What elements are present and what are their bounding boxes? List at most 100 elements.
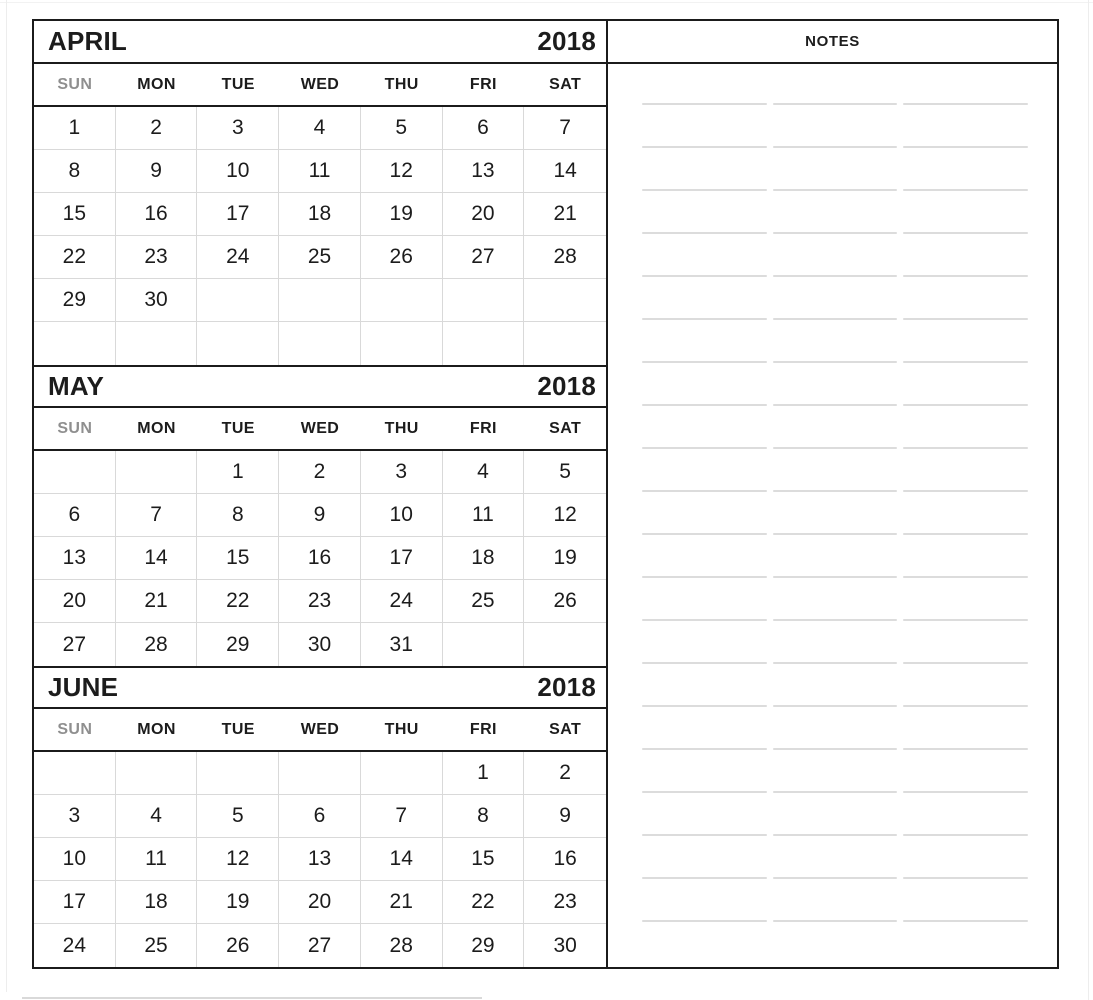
date-cell: 20 xyxy=(442,193,525,236)
notes-line-segment xyxy=(903,748,1029,750)
date-cell: 20 xyxy=(34,580,116,623)
notes-line-segment xyxy=(772,318,898,320)
date-cell: 16 xyxy=(115,193,198,236)
date-cell: 10 xyxy=(197,150,280,193)
weekday-label-tue: TUE xyxy=(221,75,255,93)
notes-line xyxy=(642,791,1029,793)
weekday-label-thu: THU xyxy=(384,75,419,93)
notes-line-segment xyxy=(642,404,767,406)
notes-line-segment xyxy=(642,490,767,492)
date-row: 6 7 8 9 10 11 12 xyxy=(34,494,606,537)
month-may: MAY 2018 SUN MON TUE WED THU FRI SAT 1 2 3 4 5 6 7 8 9 10 1… xyxy=(34,365,606,666)
notes-line-segment xyxy=(772,791,898,793)
notes-line xyxy=(642,705,1029,707)
date-cell: 16 xyxy=(524,838,606,881)
notes-line xyxy=(642,533,1029,535)
notes-line-segment xyxy=(903,318,1029,320)
empty-date-cell xyxy=(360,752,443,795)
notes-line-segment xyxy=(903,662,1029,664)
date-cell: 22 xyxy=(197,580,280,623)
notes-line-segment xyxy=(903,361,1029,363)
date-cell: 15 xyxy=(197,537,280,580)
date-cell: 13 xyxy=(442,150,525,193)
date-cell: 22 xyxy=(442,881,525,924)
notes-line-segment xyxy=(772,447,898,449)
date-row: 20 21 22 23 24 25 26 xyxy=(34,580,606,623)
date-cell: 1 xyxy=(34,107,116,150)
date-cell: 10 xyxy=(360,494,443,537)
notes-line-segment xyxy=(642,834,767,836)
date-cell: 5 xyxy=(197,795,280,838)
date-cell: 11 xyxy=(115,838,198,881)
date-cell: 8 xyxy=(442,795,525,838)
empty-date-cell xyxy=(524,279,606,322)
month-april: APRIL 2018 SUN MON TUE WED THU FRI SAT 1 2 3 4 5 6 7 8 9 1… xyxy=(34,21,606,365)
notes-line-segment xyxy=(642,662,767,664)
date-cell: 24 xyxy=(34,924,116,967)
weekday-label-tue: TUE xyxy=(221,720,255,738)
month-year: 2018 xyxy=(537,672,596,702)
date-cell: 14 xyxy=(524,150,606,193)
notes-line xyxy=(642,920,1029,922)
notes-line-segment xyxy=(772,146,898,148)
notes-line-segment xyxy=(642,447,767,449)
notes-line-segment xyxy=(772,834,898,836)
empty-date-cell xyxy=(524,623,606,666)
notes-line xyxy=(642,834,1029,836)
date-cell: 21 xyxy=(524,193,606,236)
date-cell: 2 xyxy=(524,752,606,795)
notes-line-segment xyxy=(903,619,1029,621)
date-cell: 24 xyxy=(197,236,280,279)
date-cell: 6 xyxy=(34,494,116,537)
notes-line-segment xyxy=(772,490,898,492)
notes-line-segment xyxy=(903,533,1029,535)
date-cell: 3 xyxy=(197,107,280,150)
notes-line xyxy=(642,232,1029,234)
notes-line-segment xyxy=(642,146,767,148)
empty-date-cell xyxy=(34,322,116,365)
empty-date-cell xyxy=(443,322,525,365)
date-cell: 8 xyxy=(34,150,116,193)
date-cell: 14 xyxy=(115,537,198,580)
weekday-label-sun: SUN xyxy=(57,75,93,93)
notes-line-segment xyxy=(903,490,1029,492)
notes-line-segment xyxy=(642,232,767,234)
calendar-months-column: APRIL 2018 SUN MON TUE WED THU FRI SAT 1 2 3 4 5 6 7 8 9 1… xyxy=(32,19,608,969)
notes-line-segment xyxy=(642,576,767,578)
notes-line-segment xyxy=(903,705,1029,707)
notes-line-segment xyxy=(642,189,767,191)
notes-line-segment xyxy=(772,576,898,578)
month-header-row: APRIL 2018 xyxy=(34,21,606,64)
date-cell: 7 xyxy=(115,494,198,537)
date-row: 29 30 xyxy=(34,279,606,322)
date-cell: 11 xyxy=(442,494,525,537)
date-row: 13 14 15 16 17 18 19 xyxy=(34,537,606,580)
weekday-label-fri: FRI xyxy=(469,75,497,93)
date-cell: 11 xyxy=(279,150,361,193)
weekday-label-sun: SUN xyxy=(57,720,93,738)
date-cell: 27 xyxy=(34,623,116,666)
date-cell: 13 xyxy=(34,537,116,580)
notes-line-segment xyxy=(772,275,898,277)
date-cell: 27 xyxy=(442,236,525,279)
notes-title: NOTES xyxy=(608,21,1057,64)
date-cell: 5 xyxy=(524,451,606,494)
empty-date-cell xyxy=(442,279,525,322)
date-cell: 25 xyxy=(442,580,525,623)
weekday-label-mon: MON xyxy=(137,75,176,93)
date-cell: 30 xyxy=(279,623,361,666)
notes-line xyxy=(642,447,1029,449)
notes-line-segment xyxy=(903,404,1029,406)
notes-line-segment xyxy=(772,920,898,922)
date-cell: 12 xyxy=(197,838,280,881)
date-cell: 20 xyxy=(279,881,361,924)
notes-line-segment xyxy=(772,662,898,664)
date-cell: 2 xyxy=(115,107,198,150)
notes-line-segment xyxy=(772,533,898,535)
notes-line-segment xyxy=(903,146,1029,148)
date-cell: 6 xyxy=(442,107,525,150)
empty-date-cell xyxy=(360,279,443,322)
quarter-calendar-layout: APRIL 2018 SUN MON TUE WED THU FRI SAT 1 2 3 4 5 6 7 8 9 1… xyxy=(32,19,1059,969)
month-june: JUNE 2018 SUN MON TUE WED THU FRI SAT 1 2 3 4 5 6 7 8 9 10… xyxy=(34,666,606,967)
